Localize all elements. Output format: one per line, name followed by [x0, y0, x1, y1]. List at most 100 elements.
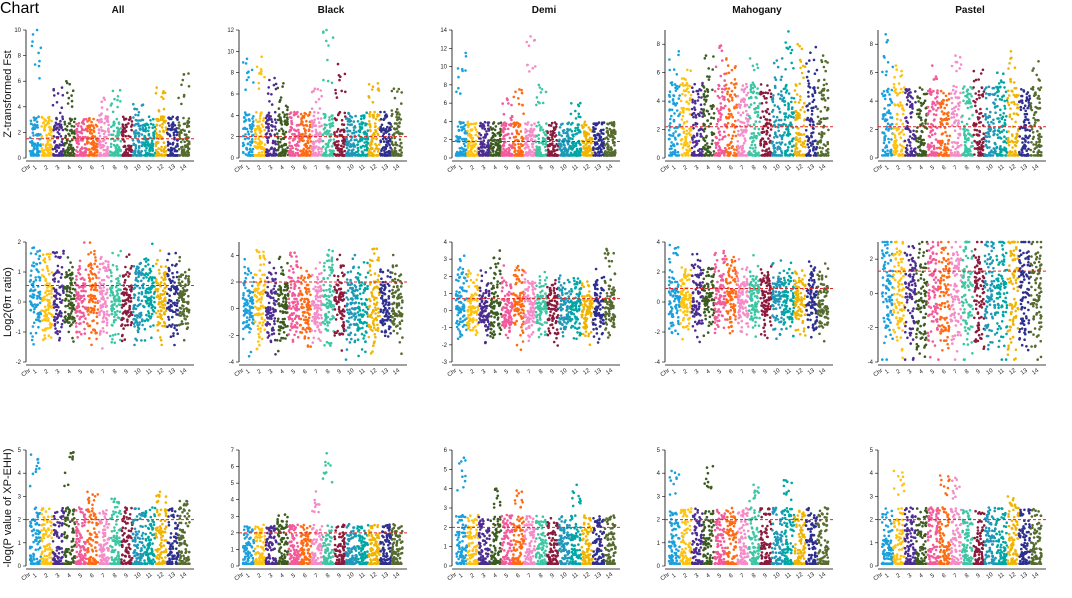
- snp-point: [739, 120, 742, 124]
- snp-point: [705, 88, 709, 91]
- snp-point: [753, 111, 757, 114]
- snp-point: [77, 142, 80, 146]
- snp-point: [128, 144, 131, 148]
- snp-point: [102, 139, 105, 143]
- snp-point: [769, 92, 773, 95]
- snp-point: [59, 135, 63, 138]
- snp-point: [400, 102, 403, 105]
- snp-point: [154, 91, 158, 95]
- snp-point: [121, 128, 125, 131]
- snp-point: [587, 126, 591, 129]
- snp-point: [186, 124, 189, 127]
- snp-point: [345, 126, 349, 130]
- snp-point: [760, 131, 763, 134]
- snp-point: [114, 146, 118, 150]
- snp-point: [257, 81, 261, 85]
- snp-point: [267, 111, 271, 115]
- snp-point: [474, 133, 478, 137]
- snp-point: [371, 133, 375, 136]
- snp-point: [466, 129, 469, 133]
- snp-point: [675, 73, 679, 76]
- chromosome-tick-label: 7: [314, 164, 321, 171]
- snp-point: [152, 117, 155, 121]
- snp-point: [110, 151, 114, 154]
- snp-point: [111, 89, 115, 93]
- snp-point: [293, 128, 296, 131]
- snp-point: [788, 154, 792, 157]
- snp-point: [244, 133, 247, 136]
- snp-point: [66, 151, 69, 155]
- snp-point: [261, 146, 264, 149]
- snp-point: [284, 142, 288, 146]
- snp-point: [396, 130, 400, 133]
- snp-point: [370, 88, 374, 91]
- snp-point: [264, 133, 268, 136]
- snp-point: [48, 148, 52, 152]
- snp-point: [116, 154, 120, 157]
- snp-point: [742, 141, 746, 145]
- snp-point: [734, 134, 738, 138]
- snp-point: [171, 125, 175, 128]
- snp-point: [95, 142, 98, 146]
- snp-point: [82, 128, 86, 132]
- snp-point: [691, 112, 694, 116]
- snp-point: [256, 124, 259, 128]
- snp-point: [707, 78, 711, 81]
- snp-point: [162, 129, 165, 133]
- snp-point: [691, 86, 694, 89]
- snp-point: [558, 138, 561, 142]
- snp-point: [365, 153, 368, 157]
- snp-point: [112, 129, 116, 133]
- snp-point: [539, 126, 542, 130]
- snp-point: [38, 59, 41, 63]
- snp-point: [33, 145, 36, 149]
- snp-point: [70, 99, 74, 103]
- snp-point: [35, 124, 38, 127]
- snp-point: [141, 118, 145, 122]
- snp-point: [345, 143, 349, 147]
- y-tick-label: 10: [227, 49, 234, 55]
- snp-point: [301, 153, 304, 157]
- snp-point: [497, 122, 500, 125]
- snp-point: [377, 148, 380, 151]
- snp-point: [285, 113, 289, 116]
- snp-point: [381, 134, 385, 138]
- snp-point: [696, 92, 700, 96]
- snp-point: [70, 124, 74, 128]
- snp-point: [582, 145, 585, 148]
- snp-point: [177, 96, 180, 100]
- snp-point: [694, 113, 697, 117]
- snp-point: [100, 112, 103, 115]
- snp-point: [32, 154, 35, 157]
- snp-point: [699, 127, 703, 130]
- snp-point: [336, 62, 340, 66]
- snp-point: [317, 153, 321, 156]
- snp-point: [76, 145, 79, 149]
- snp-point: [177, 121, 181, 124]
- snp-point: [547, 136, 551, 140]
- snp-point: [51, 148, 55, 151]
- snp-point: [486, 148, 489, 152]
- snp-point: [182, 149, 186, 153]
- chromosome-tick-label: 6: [302, 164, 309, 171]
- chromosome-tick-label: 14: [179, 163, 188, 172]
- snp-point: [773, 149, 776, 153]
- snp-point: [35, 120, 39, 124]
- snp-point: [496, 132, 500, 135]
- snp-point: [258, 117, 262, 120]
- snp-point: [255, 111, 258, 114]
- snp-point: [714, 65, 718, 69]
- snp-point: [720, 152, 723, 155]
- snp-point: [799, 140, 802, 143]
- snp-point: [31, 131, 35, 135]
- snp-point: [577, 115, 580, 118]
- snp-point: [517, 97, 520, 100]
- snp-point: [523, 142, 527, 146]
- snp-point: [247, 113, 251, 116]
- y-tick-label: 4: [231, 113, 235, 119]
- snp-point: [252, 115, 255, 118]
- snp-point: [305, 119, 308, 123]
- snp-point: [299, 149, 302, 153]
